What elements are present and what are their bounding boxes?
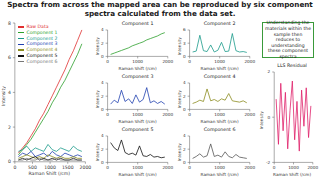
- svg-text:2000: 2000: [245, 166, 256, 171]
- html-text:Component 2: Component 2: [26, 35, 58, 41]
- svg-text:1000: 1000: [133, 166, 144, 171]
- html-text:Component 3: Component 3: [121, 74, 154, 79]
- svg-text:0: 0: [101, 54, 104, 59]
- html-text:Component 5: Component 5: [121, 127, 154, 132]
- html-text:Intensity: Intensity: [176, 90, 182, 109]
- svg-text:1000: 1000: [215, 166, 226, 171]
- html-text:Component 1: Component 1: [26, 29, 58, 35]
- html-text:Component 3: Component 3: [26, 41, 58, 47]
- svg-text:8: 8: [8, 21, 11, 26]
- html-text:Raman Shift (/cm): Raman Shift (/cm): [273, 171, 311, 177]
- html-text:Raman Shift (/cm): Raman Shift (/cm): [200, 118, 239, 124]
- svg-text:6: 6: [8, 55, 11, 60]
- html-text:Raman Shift (/cm): Raman Shift (/cm): [200, 171, 239, 177]
- svg-text:2000: 2000: [79, 165, 91, 170]
- svg-text:2: 2: [101, 41, 104, 46]
- svg-text:0: 0: [273, 166, 276, 171]
- html-text:Component 4: Component 4: [203, 74, 236, 79]
- svg-text:1000: 1000: [133, 113, 144, 118]
- html-text:Raw Data: Raw Data: [26, 24, 49, 29]
- svg-text:2: 2: [101, 147, 104, 152]
- svg-text:500: 500: [28, 165, 37, 170]
- html-text:Raman Shift (/cm): Raman Shift (/cm): [118, 171, 157, 177]
- svg-text:0: 0: [106, 60, 109, 65]
- svg-text:0: 0: [183, 160, 186, 165]
- html-text:Intensity: Intensity: [258, 111, 264, 130]
- svg-text:0: 0: [106, 166, 109, 171]
- svg-text:0: 0: [268, 115, 271, 120]
- html-text:Component 4: Component 4: [26, 47, 58, 53]
- html-text:Intensity: Intensity: [94, 90, 100, 109]
- svg-text:2: 2: [183, 147, 186, 152]
- svg-text:0: 0: [188, 166, 191, 171]
- svg-text:4: 4: [101, 134, 104, 139]
- svg-text:4: 4: [8, 90, 11, 95]
- html-text:Raman Shift (/cm): Raman Shift (/cm): [118, 118, 157, 124]
- svg-text:6: 6: [183, 28, 186, 33]
- html-text:Component 6: Component 6: [203, 127, 236, 132]
- html-text:Component 2: Component 2: [203, 21, 236, 26]
- html-text:Raman Shift (/cm): Raman Shift (/cm): [200, 65, 239, 71]
- html-text:Component 1: Component 1: [121, 21, 154, 26]
- svg-text:0: 0: [183, 54, 186, 59]
- svg-text:1000: 1000: [44, 165, 56, 170]
- svg-text:0: 0: [8, 159, 11, 164]
- html-text:Intensity: Intensity: [176, 143, 182, 162]
- html-text:Component 6: Component 6: [26, 58, 58, 64]
- svg-text:4: 4: [183, 134, 186, 139]
- svg-text:1000: 1000: [133, 60, 144, 65]
- html-text:Intensity: Intensity: [176, 37, 182, 56]
- svg-text:4: 4: [101, 28, 104, 33]
- svg-text:1000: 1000: [215, 60, 226, 65]
- svg-text:0: 0: [183, 107, 186, 112]
- html-text:Raman Shift (/cm): Raman Shift (/cm): [118, 65, 157, 71]
- svg-text:0: 0: [106, 113, 109, 118]
- svg-text:2: 2: [8, 125, 11, 130]
- svg-text:4: 4: [101, 81, 104, 86]
- html-text:Intensity: Intensity: [94, 37, 100, 56]
- svg-text:1500: 1500: [62, 165, 74, 170]
- svg-text:2: 2: [101, 94, 104, 99]
- svg-text:2000: 2000: [308, 166, 312, 171]
- svg-text:3: 3: [183, 41, 186, 46]
- svg-text:2000: 2000: [245, 113, 256, 118]
- svg-text:0: 0: [13, 165, 16, 170]
- svg-text:4: 4: [183, 81, 186, 86]
- html-text:Intensity: Intensity: [94, 143, 100, 162]
- svg-text:2000: 2000: [163, 60, 174, 65]
- svg-text:0: 0: [188, 113, 191, 118]
- svg-text:2000: 2000: [163, 113, 174, 118]
- html-text:Raman Shift (/cm): Raman Shift (/cm): [28, 171, 71, 177]
- svg-text:1000: 1000: [288, 166, 299, 171]
- svg-text:2000: 2000: [163, 166, 174, 171]
- svg-text:0: 0: [101, 107, 104, 112]
- html-text:Spectra from across the mapped: Spectra from across the mapped area can …: [7, 0, 313, 18]
- svg-text:0: 0: [101, 160, 104, 165]
- html-text:LLS Residual: LLS Residual: [277, 63, 307, 68]
- svg-text:2000: 2000: [245, 60, 256, 65]
- html-text:Intensity: Intensity: [0, 85, 6, 106]
- html-text:Understanding the materials wi: Understanding the materials within the s…: [265, 20, 311, 59]
- svg-text:2: 2: [183, 94, 186, 99]
- svg-text:2: 2: [268, 70, 271, 75]
- html-text:Component 5: Component 5: [26, 53, 58, 58]
- svg-text:0: 0: [188, 60, 191, 65]
- svg-text:1000: 1000: [215, 113, 226, 118]
- svg-text:-2: -2: [266, 160, 271, 165]
